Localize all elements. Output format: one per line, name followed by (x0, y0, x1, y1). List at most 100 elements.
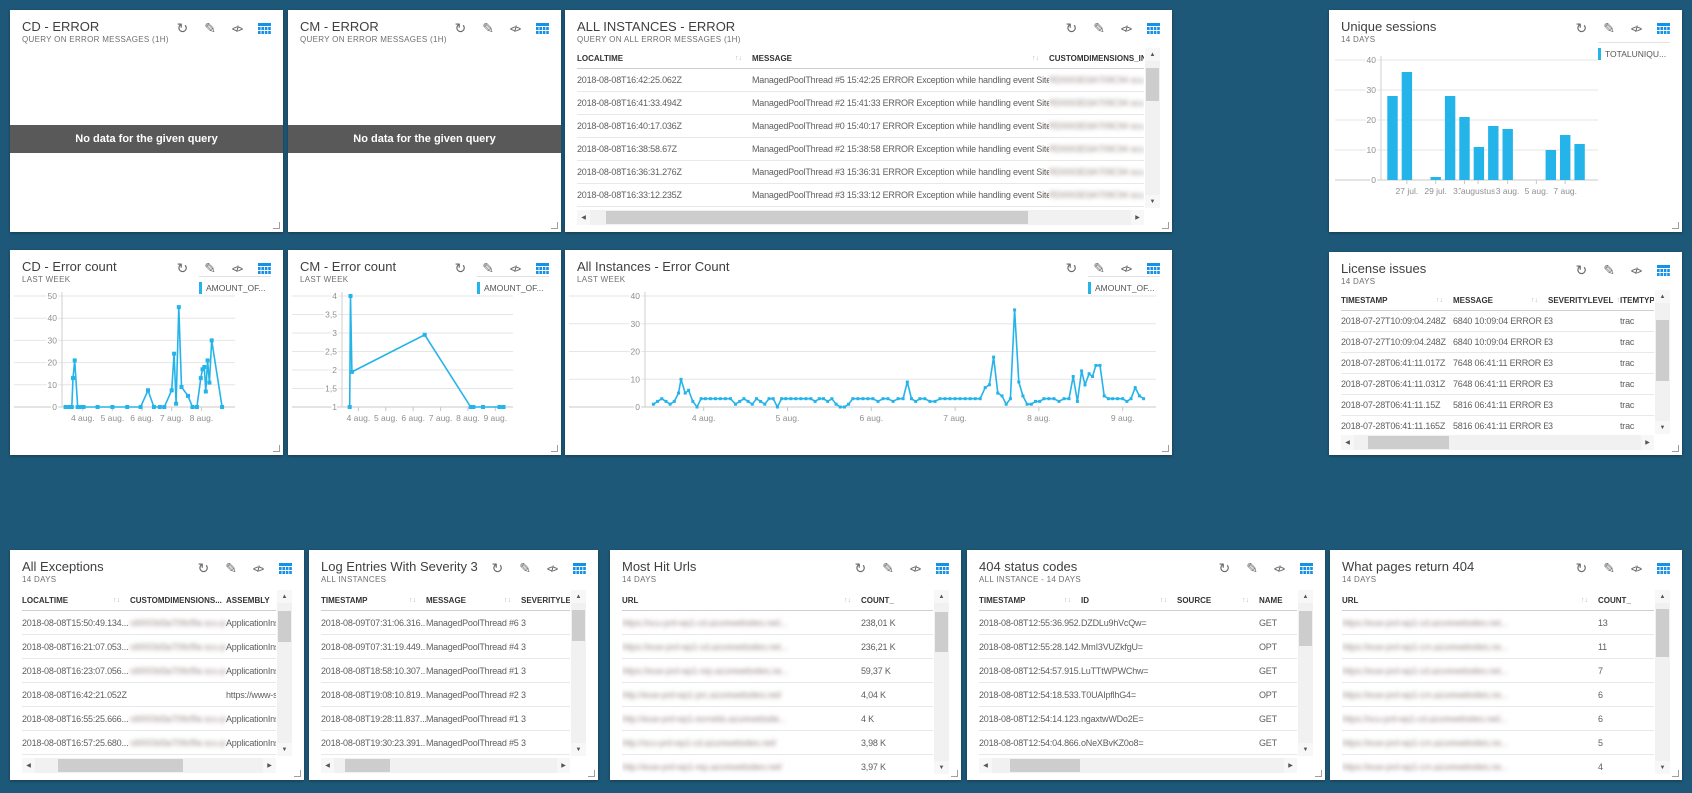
tile-most-hit-urls[interactable]: Most Hit Urls 14 DAYS ↻ ✎ </> URL ↑↓ COUNT… (610, 550, 961, 780)
code-icon[interactable]: </> (1120, 263, 1132, 274)
horizontal-scrollbar[interactable]: ◀ ▶ (1341, 435, 1654, 450)
table-row[interactable]: 2018-07-28T06:41:11.15Z 5816 06:41:11 ER… (1341, 395, 1654, 416)
grid-icon[interactable] (936, 562, 949, 574)
table-row[interactable]: 2018-07-27T10:09:04.248Z 6840 10:09:04 E… (1341, 311, 1654, 332)
grid-icon[interactable] (1657, 264, 1670, 276)
tile-resize-handle[interactable] (951, 770, 958, 777)
edit-icon[interactable]: ✎ (1246, 560, 1258, 576)
horizontal-scrollbar[interactable]: ◀ ▶ (979, 758, 1297, 773)
column-header[interactable]: CUSTOMDIMENSIONS...↑↓ (130, 596, 226, 605)
scrollbar-track[interactable] (1298, 603, 1313, 743)
scrollbar-track[interactable] (934, 603, 949, 761)
scrollbar-track[interactable] (992, 758, 1284, 773)
code-icon[interactable]: </> (1120, 23, 1132, 34)
column-header[interactable]: MESSAGE ↑↓ (426, 595, 511, 605)
code-icon[interactable]: </> (1630, 563, 1642, 574)
column-header[interactable]: ID ↑↓ (1081, 595, 1167, 605)
table-row[interactable]: 2018-08-08T16:57:25.680... rd0003d3a709c… (22, 731, 276, 755)
table-row[interactable]: 2018-08-08T16:40:17.036Z ManagedPoolThre… (577, 115, 1144, 138)
scrollbar-track[interactable] (571, 603, 586, 743)
edit-icon[interactable]: ✎ (1603, 560, 1615, 576)
grid-icon[interactable] (258, 22, 271, 34)
scrollbar-thumb[interactable] (1368, 436, 1449, 449)
table-row[interactable]: https://euw-prd-wp1-cm.azurewebsites.ne.… (1342, 635, 1654, 659)
table-row[interactable]: http://euw-prd-wp1-rep.azurewebsites.net… (622, 755, 933, 775)
refresh-icon[interactable]: ↻ (1218, 560, 1231, 576)
table-row[interactable]: 2018-08-08T16:33:12.235Z ManagedPoolThre… (577, 184, 1144, 207)
scrollbar-track[interactable] (1655, 603, 1670, 761)
column-header[interactable]: COUNT_ (1598, 595, 1631, 605)
tile-resize-handle[interactable] (273, 222, 280, 229)
grid-icon[interactable] (1300, 562, 1313, 574)
scroll-left-icon[interactable]: ◀ (1345, 440, 1350, 446)
scroll-down-icon[interactable]: ▼ (1659, 424, 1666, 431)
table-row[interactable]: https://euw-prd-wp1-cd.azurewebsites.net… (1342, 611, 1654, 635)
scroll-down-icon[interactable]: ▼ (1659, 764, 1666, 771)
scrollbar-thumb[interactable] (606, 211, 1029, 224)
scrollbar-track[interactable] (590, 210, 1131, 225)
table-row[interactable]: 2018-08-08T12:54:18.533... T0UAIpflhG4= … (979, 683, 1297, 707)
scrollbar-thumb[interactable] (935, 612, 948, 652)
refresh-icon[interactable]: ↻ (176, 20, 189, 36)
horizontal-scrollbar[interactable]: ◀ ▶ (22, 758, 276, 773)
column-header[interactable]: MESSAGE ↑↓ (1453, 295, 1538, 305)
table-row[interactable]: https://euw-prd-wp1-cm.azurewebsites.ne.… (1342, 683, 1654, 707)
tile-all-exceptions[interactable]: All Exceptions 14 DAYS ↻ ✎ </> LOCALTIME… (10, 550, 304, 780)
vertical-scrollbar[interactable]: ▲ ▼ (934, 590, 949, 774)
scrollbar-thumb[interactable] (1656, 609, 1669, 657)
column-header[interactable]: ASSEMBLY (226, 595, 270, 605)
table-row[interactable]: 2018-08-08T16:42:25.062Z ManagedPoolThre… (577, 69, 1144, 92)
column-header[interactable]: TIMESTAMP ↑↓ (979, 595, 1071, 605)
scroll-right-icon[interactable]: ▶ (1645, 440, 1650, 446)
grid-icon[interactable] (279, 562, 292, 574)
column-header[interactable]: ITEMTYPE (1620, 295, 1654, 305)
vertical-scrollbar[interactable]: ▲ ▼ (1655, 590, 1670, 774)
scroll-up-icon[interactable]: ▲ (1302, 593, 1309, 600)
refresh-icon[interactable]: ↻ (197, 560, 210, 576)
scrollbar-thumb[interactable] (1299, 611, 1312, 647)
tile-all-instances-error-count[interactable]: All Instances - Error Count LAST WEEK ↻ … (565, 250, 1172, 455)
scroll-left-icon[interactable]: ◀ (325, 763, 330, 769)
grid-icon[interactable] (258, 262, 271, 274)
table-row[interactable]: 2018-08-08T12:54:04.866... oNeXBvKZ0o8= … (979, 731, 1297, 755)
column-header[interactable]: SEVERITYLEVEL (521, 595, 570, 605)
tile-resize-handle[interactable] (1162, 445, 1169, 452)
scroll-down-icon[interactable]: ▼ (1149, 198, 1156, 205)
table-row[interactable]: 2018-08-08T19:28:11.837... ManagedPoolTh… (321, 707, 570, 731)
scrollbar-thumb[interactable] (1656, 319, 1669, 381)
edit-icon[interactable]: ✎ (225, 560, 237, 576)
horizontal-scrollbar[interactable]: ◀ ▶ (577, 210, 1144, 225)
scrollbar-track[interactable] (1354, 435, 1641, 450)
refresh-icon[interactable]: ↻ (1575, 560, 1588, 576)
table-row[interactable]: https://scu-prd-wp1-cd.azurewebsites.net… (622, 611, 933, 635)
table-row[interactable]: https://scu-prd-wp1-cd.azurewebsites.net… (1342, 707, 1654, 731)
table-row[interactable]: 2018-08-09T07:31:06.316... ManagedPoolTh… (321, 611, 570, 635)
scroll-left-icon[interactable]: ◀ (983, 763, 988, 769)
scroll-right-icon[interactable]: ▶ (267, 763, 272, 769)
column-header[interactable]: URL ↑↓ (1342, 595, 1588, 605)
code-icon[interactable]: </> (1273, 563, 1285, 574)
tile-resize-handle[interactable] (1672, 445, 1679, 452)
edit-icon[interactable]: ✎ (204, 20, 216, 36)
scrollbar-thumb[interactable] (1146, 67, 1159, 102)
refresh-icon[interactable]: ↻ (454, 260, 467, 276)
code-icon[interactable]: </> (509, 23, 521, 34)
tile-resize-handle[interactable] (588, 770, 595, 777)
code-icon[interactable]: </> (231, 23, 243, 34)
tile-resize-handle[interactable] (1672, 222, 1679, 229)
refresh-icon[interactable]: ↻ (491, 560, 504, 576)
scroll-right-icon[interactable]: ▶ (561, 763, 566, 769)
grid-icon[interactable] (1147, 262, 1160, 274)
scroll-up-icon[interactable]: ▲ (1659, 593, 1666, 600)
table-row[interactable]: 2018-07-28T06:41:11.165Z 5816 06:41:11 E… (1341, 416, 1654, 434)
scroll-left-icon[interactable]: ◀ (26, 763, 31, 769)
table-row[interactable]: 2018-08-08T16:42:21.052Z https://www-st (22, 683, 276, 707)
scroll-up-icon[interactable]: ▲ (1149, 51, 1156, 58)
table-row[interactable]: 2018-08-08T16:38:58.67Z ManagedPoolThrea… (577, 138, 1144, 161)
table-row[interactable]: 2018-08-08T16:36:31.276Z ManagedPoolThre… (577, 161, 1144, 184)
scroll-down-icon[interactable]: ▼ (938, 764, 945, 771)
code-icon[interactable]: </> (546, 563, 558, 574)
tile-all-instances-error[interactable]: ALL INSTANCES - ERROR QUERY ON ALL ERROR… (565, 10, 1172, 232)
column-header[interactable]: SOURCE ↑↓ (1177, 595, 1249, 605)
scroll-down-icon[interactable]: ▼ (281, 746, 288, 753)
